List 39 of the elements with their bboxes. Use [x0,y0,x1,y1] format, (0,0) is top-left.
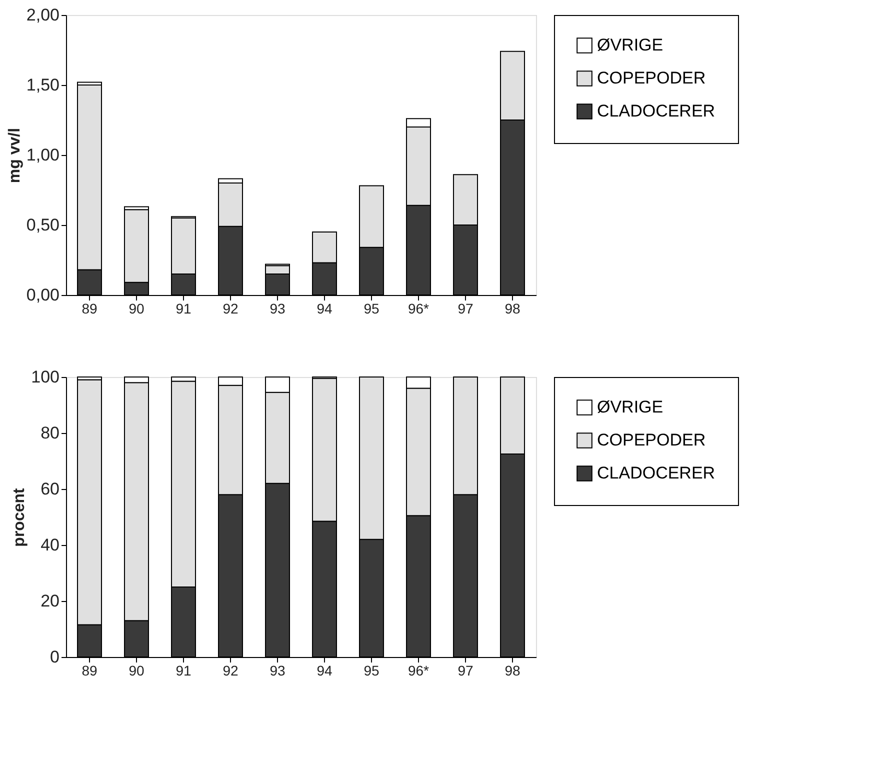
y-tick-label: 0 [50,648,60,666]
x-tick-label: 90 [128,662,144,678]
legend-label: ØVRIGE [597,36,664,54]
legend-label: ØVRIGE [597,398,664,416]
y-tick-label: 100 [31,368,60,386]
x-tick-label: 93 [270,300,286,316]
x-tick-label: 92 [222,662,238,678]
x-tick-label: 98 [504,300,520,316]
x-tick-label: 96* [408,662,430,678]
legend-label: CLADOCERER [597,464,716,482]
x-tick-label: 92 [222,300,238,316]
x-tick-label: 89 [82,662,98,678]
x-tick-label: 95 [364,662,380,678]
y-tick-label: 0,00 [26,286,60,304]
y-axis-title: mg vv/l [6,128,24,184]
x-tick-label: 98 [504,662,520,678]
x-tick-label: 95 [364,300,380,316]
y-tick-label: 20 [40,592,60,610]
legend-label: CLADOCERER [597,102,716,120]
y-tick-label: 1,50 [26,76,60,94]
x-tick-label: 97 [458,300,474,316]
x-tick-label: 91 [176,662,192,678]
x-tick-label: 94 [316,662,332,678]
x-tick-label: 96* [408,300,430,316]
y-tick-label: 1,00 [26,146,60,164]
legend-label: COPEPODER [597,68,706,88]
x-tick-label: 91 [176,300,192,316]
x-tick-label: 93 [270,662,286,678]
legend-label: COPEPODER [597,430,706,450]
x-tick-label: 89 [82,300,98,316]
y-tick-label: 80 [40,424,60,442]
y-tick-label: 40 [40,536,60,554]
y-axis-title: procent [11,487,28,547]
x-tick-label: 97 [458,662,474,678]
x-tick-label: 94 [316,300,332,316]
x-tick-label: 90 [128,300,144,316]
y-tick-label: 0,50 [26,216,60,234]
y-tick-label: 2,00 [26,6,60,24]
y-tick-label: 60 [40,480,60,498]
